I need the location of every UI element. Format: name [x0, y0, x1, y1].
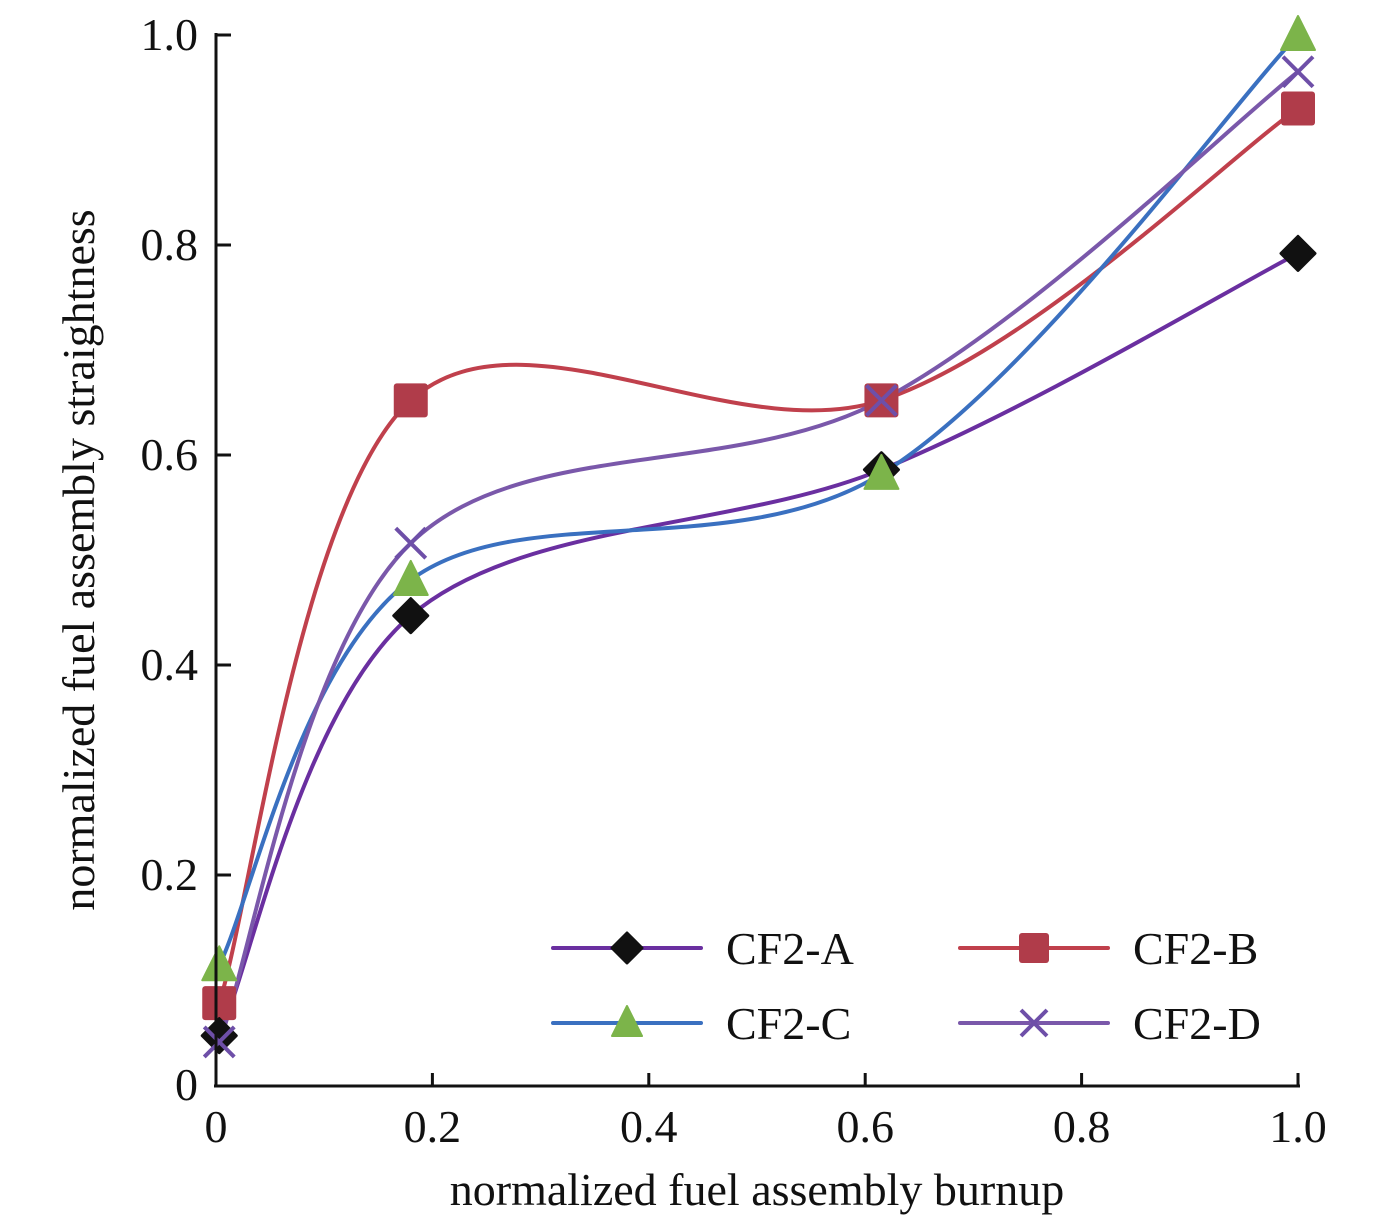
y-axis-title: normalized fuel assembly straightness: [53, 209, 104, 910]
axes: [214, 33, 1300, 1088]
x-tick-label: 0.6: [836, 1101, 894, 1152]
y-tick-label: 0.8: [141, 219, 199, 270]
data-point-cf2-d: [394, 526, 428, 560]
legend-label: CF2-B: [1133, 923, 1258, 974]
y-tick-label: 0.2: [141, 849, 199, 900]
data-point-cf2-c: [863, 453, 900, 490]
x-tick-label: 0: [205, 1101, 228, 1152]
data-point-cf2-a: [392, 597, 430, 635]
data-point-cf2-a: [1279, 234, 1317, 272]
data-point-cf2-c: [392, 559, 429, 596]
legend-label: CF2-D: [1133, 998, 1261, 1049]
legend: CF2-A CF2-B CF2-C CF2-D: [551, 923, 1261, 1049]
x-tick-label: 0.4: [620, 1101, 678, 1152]
y-tick-label: 0.4: [141, 639, 199, 690]
series-markers: [200, 15, 1317, 1059]
data-point-cf2-c: [1280, 15, 1316, 51]
data-point-cf2-a: [200, 1017, 238, 1055]
series-line-cf2-c: [217, 33, 1300, 967]
x-tick-label: 0.8: [1053, 1101, 1111, 1152]
y-tick-label: 0.6: [141, 429, 199, 480]
x-tick-label: 0.2: [404, 1101, 462, 1152]
y-tick-label: 0: [175, 1059, 198, 1110]
legend-marker: [1019, 933, 1049, 963]
legend-item-cf2-d: CF2-D: [958, 998, 1261, 1049]
series-line-cf2-b: [217, 106, 1300, 1004]
legend-marker: [611, 1005, 643, 1037]
data-point-cf2-d: [202, 1025, 236, 1059]
legend-label: CF2-A: [726, 923, 854, 974]
data-point-cf2-d: [865, 383, 898, 417]
series-lines: [217, 33, 1300, 1043]
legend-marker: [1019, 1008, 1049, 1038]
x-tick-label: 1.0: [1269, 1101, 1327, 1152]
series-line-cf2-a: [217, 251, 1299, 1037]
data-point-cf2-b: [1281, 91, 1315, 126]
legend-marker: [610, 931, 644, 965]
y-tick-label: 1.0: [141, 9, 199, 60]
series-line-cf2-d: [217, 70, 1300, 1043]
data-point-cf2-c: [201, 945, 238, 982]
x-axis-title: normalized fuel assembly burnup: [450, 1164, 1064, 1215]
legend-item-cf2-b: CF2-B: [958, 923, 1258, 974]
legend-item-cf2-a: CF2-A: [551, 923, 854, 974]
data-point-cf2-b: [393, 383, 428, 418]
legend-label: CF2-C: [726, 998, 851, 1049]
data-point-cf2-b: [202, 986, 237, 1021]
ticks: 0 0.2 0.4 0.6 0.8 1.0 0 0.2 0.4 0.6 0.8 1.0: [141, 9, 1327, 1152]
legend-item-cf2-c: CF2-C: [551, 998, 851, 1049]
data-point-cf2-d: [1281, 55, 1315, 89]
